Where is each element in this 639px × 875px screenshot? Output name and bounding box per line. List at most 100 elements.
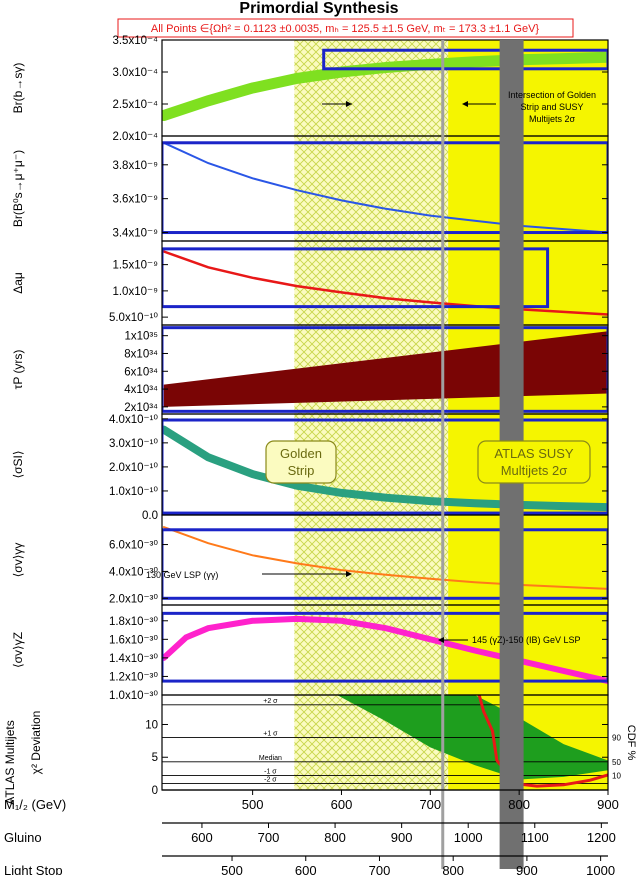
x-tick-label: 500 <box>221 863 243 875</box>
constraint-box-1 <box>322 48 608 71</box>
golden-strip-region <box>294 40 449 790</box>
y-tick-label: 1.4x10⁻³⁰ <box>109 653 158 665</box>
arrow-left-head <box>462 101 468 107</box>
constraint-box <box>117 18 574 38</box>
series-line-2 <box>162 141 608 234</box>
y-tick-label: 5.0x10⁻¹⁰ <box>109 312 158 324</box>
golden-strip-label-2: Strip <box>288 463 315 478</box>
proton-lifetime-band <box>163 331 608 407</box>
intersection-note: Strip and SUSY <box>520 102 583 112</box>
panel-5 <box>162 418 608 515</box>
constraint-text: All Points ∈{Ωh² = 0.1123 ±0.0035, mₕ = … <box>151 23 540 35</box>
constraint-box-5 <box>162 418 608 515</box>
panel-4 <box>162 326 608 413</box>
x-tick-label: 600 <box>295 863 317 875</box>
sigma-label: +1 σ <box>263 731 278 738</box>
y-tick-label: 0 <box>152 785 158 797</box>
x-tick-label: 1200 <box>587 830 616 845</box>
y-tick-label: 1.2x10⁻³⁰ <box>109 671 158 683</box>
x-tick-label: 900 <box>516 863 538 875</box>
lsp130-arrow-head <box>346 571 352 577</box>
intersection-note: Multijets 2σ <box>529 114 576 124</box>
lsp145-note: 145 (γZ)-150 (IB) GeV LSP <box>472 635 581 645</box>
y-axis-label-6: ⟨σv⟩γγ <box>11 543 25 578</box>
x-tick-label: 800 <box>508 797 530 812</box>
y-axis-label-7: ⟨σv⟩γZ <box>11 632 25 668</box>
x-tick-label: 900 <box>391 830 413 845</box>
y-tick-label: 1.6x10⁻³⁰ <box>109 634 158 646</box>
constraint-box-2 <box>162 141 608 235</box>
sigma-label: -2 σ <box>264 776 277 783</box>
y-tick-label: 6.0x10⁻³⁰ <box>109 540 158 552</box>
y-tick-label: 1.0x10⁻¹⁰ <box>109 486 158 498</box>
sigma-label: +2 σ <box>263 698 278 705</box>
y-tick-label: 3.8x10⁻⁹ <box>112 160 158 172</box>
x-tick-label: 1000 <box>586 863 615 875</box>
y-tick-label: 2.0x10⁻³⁰ <box>109 593 158 605</box>
y-tick-label: 3.0x10⁻⁴ <box>112 67 158 79</box>
y-tick-label: 6x10³⁴ <box>124 366 158 378</box>
atlas-label-1: ATLAS SUSY <box>494 446 574 461</box>
x-tick-label: 500 <box>242 797 264 812</box>
y-tick-label: 4.0x10⁻³⁰ <box>109 566 158 578</box>
cdf-tick-label: 50 <box>612 758 621 767</box>
x-tick-label: 700 <box>419 797 441 812</box>
panel-6 <box>162 526 608 600</box>
cdf-axis-label: CDF % <box>625 725 637 761</box>
y-axis-label-5: ⟨σSI⟩ <box>11 450 25 478</box>
golden-strip-label-box <box>265 440 337 484</box>
y-axis-label-4: τP (yrs) <box>11 350 25 390</box>
x-axis-label-m12: M₁/₂ (GeV) <box>4 797 66 812</box>
series-line-3 <box>162 250 608 316</box>
x-tick-label: 900 <box>597 797 619 812</box>
x-axis-label-lightstop: Light Stop <box>4 863 63 875</box>
y-tick-label: 5 <box>152 752 158 764</box>
y-axis-label-8: χ² Deviation <box>29 711 43 775</box>
y-tick-label: 2.5x10⁻⁴ <box>112 99 158 111</box>
golden-overlap <box>430 40 449 790</box>
atlas-label-2: Multijets 2σ <box>501 463 568 478</box>
golden-strip-label-1: Golden <box>280 446 322 461</box>
constraint-box-4 <box>162 326 608 413</box>
sigma-label: Median <box>259 755 282 762</box>
y-tick-label: 0.0 <box>142 510 158 522</box>
x-tick-label: 1000 <box>454 830 483 845</box>
y-tick-label: 1.8x10⁻³⁰ <box>109 616 158 628</box>
y-tick-label: 2.0x10⁻⁴ <box>112 131 158 143</box>
arrow-right-head <box>346 101 352 107</box>
x-tick-label: 700 <box>369 863 391 875</box>
y-tick-label: 2x10³⁴ <box>124 402 158 414</box>
x-axis-label-gluino: Gluino <box>4 830 42 845</box>
lsp145-arrow-head <box>438 637 444 643</box>
series-line-6 <box>162 526 608 590</box>
y-tick-label: 3.4x10⁻⁹ <box>112 228 158 240</box>
y-tick-label: 1.5x10⁻⁹ <box>112 260 158 272</box>
y-tick-label: 1.0x10⁻⁹ <box>112 286 158 298</box>
cdf-tick-label: 90 <box>612 734 621 743</box>
series-line-7 <box>162 615 608 685</box>
y-axis-label-1: Br(b→sγ) <box>11 63 25 114</box>
y-tick-label: 3.0x10⁻¹⁰ <box>109 438 158 450</box>
intersection-note: Intersection of Golden <box>508 90 596 100</box>
x-tick-label: 800 <box>324 830 346 845</box>
cdf-tick-label: 10 <box>612 772 621 781</box>
y-tick-label: 3.5x10⁻⁴ <box>112 35 158 47</box>
x-tick-label: 800 <box>442 863 464 875</box>
sigma-label: -1 σ <box>264 769 277 776</box>
x-tick-label: 1100 <box>521 830 549 845</box>
atlas-multijets-label: ATLAS Multijets <box>3 720 17 804</box>
panel-8: +2 σ +1 σ Median -1 σ-2 σ <box>162 694 608 788</box>
atlas-label-box <box>477 440 591 484</box>
panel-1 <box>162 48 608 121</box>
y-tick-label: 1.0x10⁻³⁰ <box>109 690 158 702</box>
y-tick-label: 2.0x10⁻¹⁰ <box>109 462 158 474</box>
panel-7 <box>162 611 608 685</box>
constraint-box-7 <box>162 611 608 683</box>
panel-3 <box>162 247 608 316</box>
x-tick-label: 600 <box>191 830 213 845</box>
plot-layer: +2 σ +1 σ Median -1 σ-2 σ <box>162 48 608 788</box>
y-tick-label: 8x10³⁴ <box>124 348 158 360</box>
chart-title: Primordial Synthesis <box>239 0 398 17</box>
y-tick-label: 4x10³⁴ <box>124 384 158 396</box>
